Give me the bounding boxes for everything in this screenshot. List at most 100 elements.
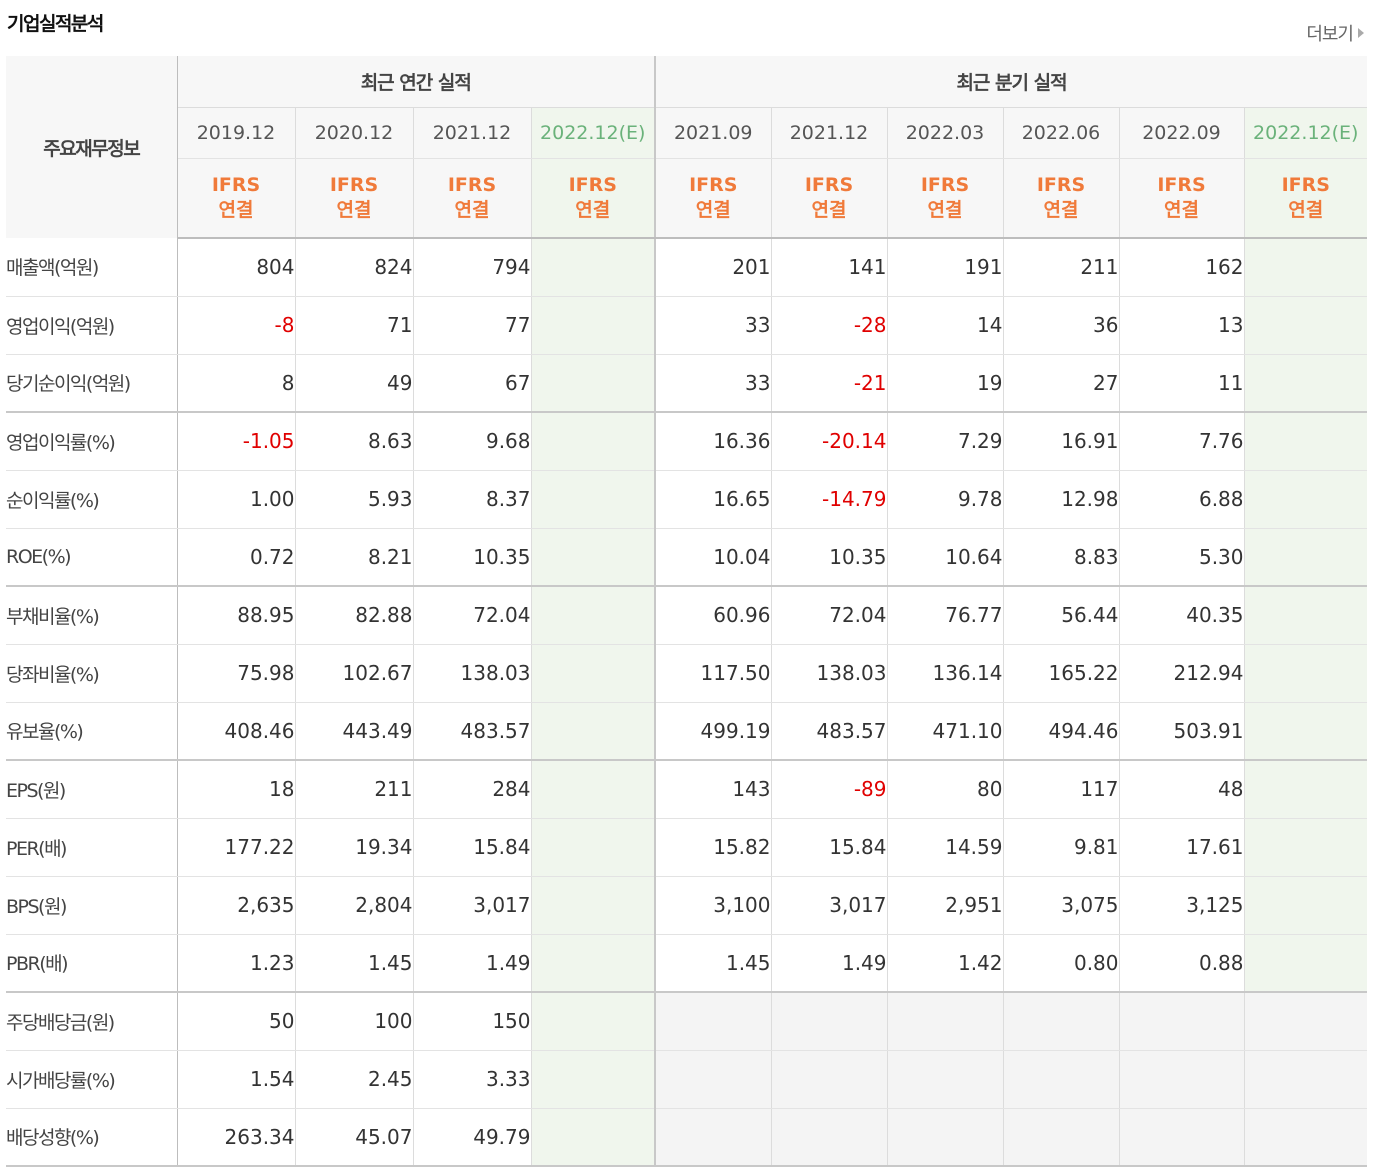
consolidated-label: 연결: [927, 198, 963, 221]
table-cell: 1.49: [771, 934, 888, 993]
ifrs-badge: IFRS 연결: [655, 158, 772, 239]
table-cell: [531, 586, 656, 645]
table-cell: [531, 644, 656, 703]
table-cell: 443.49: [295, 702, 414, 761]
table-cell: 17.61: [1119, 818, 1245, 877]
chevron-right-icon: [1358, 28, 1364, 38]
table-cell: 191: [887, 238, 1004, 297]
table-cell: 3,075: [1003, 876, 1120, 935]
row-label: 순이익률(%): [6, 470, 178, 529]
table-cell: 13: [1119, 296, 1245, 355]
table-cell: 2,635: [177, 876, 296, 935]
table-cell: [1003, 1108, 1120, 1167]
table-cell: [531, 238, 656, 297]
table-cell: 11: [1119, 354, 1245, 413]
table-row: BPS(원) 2,635 2,804 3,017 3,100 3,017 2,951 3,07…: [6, 876, 1368, 935]
section-title: 기업실적분석: [7, 13, 104, 35]
table-cell: 138.03: [771, 644, 888, 703]
period-header: 2022.06: [1003, 107, 1120, 159]
table-cell: 408.46: [177, 702, 296, 761]
table-cell: 15.82: [655, 818, 772, 877]
table-cell: [1244, 528, 1368, 587]
table-row: 부채비율(%) 88.95 82.88 72.04 60.96 72.04 76.77 56.…: [6, 586, 1368, 645]
period-header: 2022.12(E): [1244, 107, 1368, 159]
period-date: 2021.12: [432, 121, 512, 144]
table-cell: 33: [655, 354, 772, 413]
table-row: 당기순이익(억원) 8 49 67 33 -21 19 27 11: [6, 354, 1368, 413]
table-cell: 80: [887, 760, 1004, 819]
table-cell: [1119, 992, 1245, 1051]
table-cell: 1.23: [177, 934, 296, 993]
period-date: 2022.03: [905, 121, 985, 144]
table-row: 영업이익(억원) -8 71 77 33 -28 14 36 13: [6, 296, 1368, 355]
table-cell: 10.35: [771, 528, 888, 587]
period-date: 2022.09: [1142, 121, 1221, 144]
table-cell: 117.50: [655, 644, 772, 703]
table-cell: [771, 992, 888, 1051]
table-cell: 2,804: [295, 876, 414, 935]
consolidated-label: 연결: [695, 198, 731, 221]
period-date: 2022.06: [1021, 121, 1101, 144]
period-header: 2019.12: [177, 107, 296, 159]
table-cell: 284: [413, 760, 532, 819]
row-label: 당좌비율(%): [6, 644, 178, 703]
table-cell: [1244, 818, 1368, 877]
table-cell: 5.93: [295, 470, 414, 529]
more-link[interactable]: 더보기: [1306, 20, 1364, 46]
table-cell: -14.79: [771, 470, 888, 529]
consolidated-label: 연결: [575, 198, 611, 221]
table-cell: 19.34: [295, 818, 414, 877]
table-cell: [1244, 934, 1368, 993]
ifrs-label: IFRS: [568, 173, 617, 196]
table-cell: 794: [413, 238, 532, 297]
table-cell: 0.80: [1003, 934, 1120, 993]
table-cell: -21: [771, 354, 888, 413]
table-row: PER(배) 177.22 19.34 15.84 15.82 15.84 14.59 9.8…: [6, 818, 1368, 877]
table-cell: 75.98: [177, 644, 296, 703]
table-cell: 1.42: [887, 934, 1004, 993]
table-cell: 10.04: [655, 528, 772, 587]
table-cell: [531, 412, 656, 471]
period-header: 2022.12(E): [531, 107, 656, 159]
period-date: 2020.12: [314, 121, 394, 144]
ifrs-badge: IFRS 연결: [531, 158, 656, 239]
table-cell: 72.04: [771, 586, 888, 645]
table-cell: 14.59: [887, 818, 1004, 877]
table-cell: 1.49: [413, 934, 532, 993]
table-cell: 15.84: [771, 818, 888, 877]
table-cell: 76.77: [887, 586, 1004, 645]
table-cell: 150: [413, 992, 532, 1051]
table-row: 주당배당금(원) 50 100 150: [6, 992, 1368, 1051]
annual-header: 최근 연간 실적: [177, 56, 656, 108]
table-cell: 16.36: [655, 412, 772, 471]
ifrs-badge: IFRS 연결: [177, 158, 296, 239]
table-cell: 138.03: [413, 644, 532, 703]
table-cell: [771, 1050, 888, 1109]
table-cell: 49: [295, 354, 414, 413]
table-cell: 162: [1119, 238, 1245, 297]
table-cell: 824: [295, 238, 414, 297]
period-header: 2020.12: [295, 107, 414, 159]
table-cell: -89: [771, 760, 888, 819]
table-cell: 36: [1003, 296, 1120, 355]
estimate-tag: (E): [618, 121, 646, 144]
table-cell: 82.88: [295, 586, 414, 645]
consolidated-label: 연결: [336, 198, 372, 221]
row-label: BPS(원): [6, 876, 178, 935]
table-cell: 3,017: [771, 876, 888, 935]
table-cell: [771, 1108, 888, 1167]
table-cell: 72.04: [413, 586, 532, 645]
table-cell: [1244, 296, 1368, 355]
row-label: PER(배): [6, 818, 178, 877]
row-label: 시가배당률(%): [6, 1050, 178, 1109]
row-label: 매출액(억원): [6, 238, 178, 297]
table-cell: [1244, 412, 1368, 471]
table-cell: 165.22: [1003, 644, 1120, 703]
table-cell: 88.95: [177, 586, 296, 645]
table-row: 당좌비율(%) 75.98 102.67 138.03 117.50 138.03 136.…: [6, 644, 1368, 703]
table-row: 배당성향(%) 263.34 45.07 49.79: [6, 1108, 1368, 1167]
table-cell: 177.22: [177, 818, 296, 877]
table-cell: [531, 296, 656, 355]
table-cell: [887, 992, 1004, 1051]
table-cell: 804: [177, 238, 296, 297]
